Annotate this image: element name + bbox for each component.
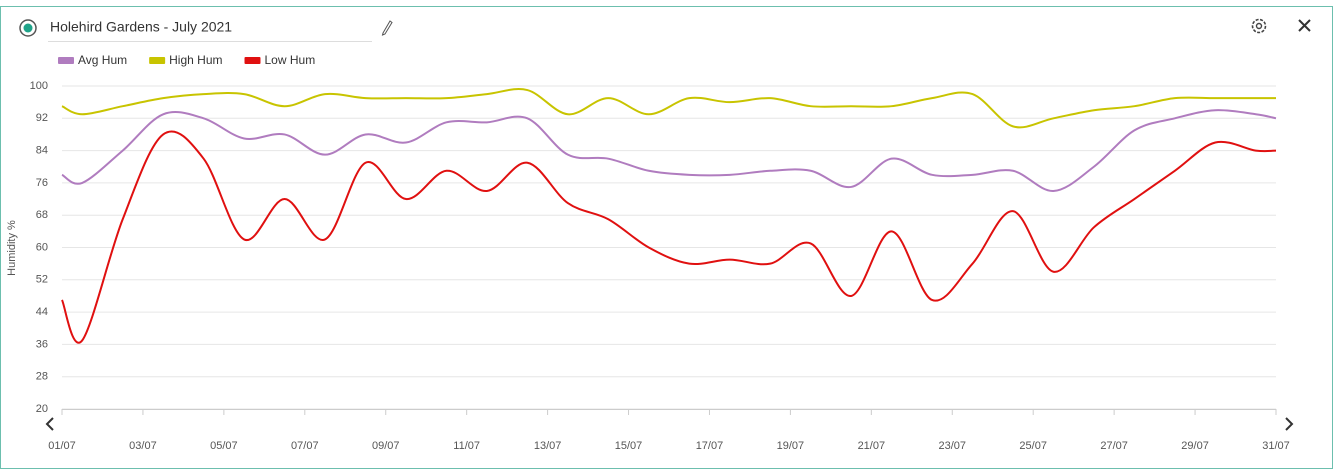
x-tick-label: 17/07: [696, 440, 724, 452]
x-tick-label: 09/07: [372, 440, 400, 452]
legend-label: Low Hum: [265, 53, 316, 67]
series-line: [61, 130, 1277, 344]
next-arrow[interactable]: [1285, 417, 1294, 431]
y-axis-label: Humidity %: [6, 220, 18, 276]
widget-border: [0, 6, 1333, 469]
x-tick-label: 15/07: [615, 440, 643, 452]
x-tick-label: 13/07: [534, 440, 562, 452]
x-tick-label: 05/07: [210, 440, 238, 452]
x-tick-label: 21/07: [858, 440, 886, 452]
series-line: [61, 88, 1276, 129]
y-tick-label: 52: [36, 274, 48, 286]
x-tick-label: 07/07: [291, 440, 319, 452]
y-tick-label: 100: [30, 80, 48, 92]
y-tick-label: 68: [36, 209, 48, 221]
chart-title[interactable]: Holehird Gardens - July 2021: [50, 19, 232, 35]
x-tick-label: 31/07: [1262, 440, 1290, 452]
y-tick-label: 84: [36, 145, 48, 157]
legend-swatch: [58, 57, 74, 64]
series-line: [61, 109, 1277, 192]
legend-label: Avg Hum: [78, 53, 127, 67]
edit-icon[interactable]: [381, 20, 393, 36]
y-tick-label: 76: [36, 177, 48, 189]
y-tick-label: 28: [36, 371, 48, 383]
legend-label: High Hum: [169, 53, 222, 67]
x-tick-label: 25/07: [1019, 440, 1047, 452]
x-tick-label: 19/07: [777, 440, 805, 452]
status-icon[interactable]: [19, 19, 37, 37]
legend-swatch: [149, 57, 166, 64]
y-tick-label: 60: [36, 241, 48, 253]
close-icon[interactable]: [1298, 19, 1311, 32]
x-tick-label: 27/07: [1100, 440, 1128, 452]
x-tick-label: 01/07: [48, 440, 76, 452]
prev-arrow[interactable]: [45, 417, 54, 431]
legend-swatch: [244, 57, 261, 64]
settings-icon[interactable]: [1251, 18, 1267, 34]
y-tick-label: 44: [36, 306, 48, 318]
y-tick-label: 20: [36, 403, 48, 415]
x-tick-label: 03/07: [129, 440, 157, 452]
x-tick-label: 29/07: [1181, 440, 1209, 452]
y-tick-label: 36: [36, 338, 48, 350]
y-tick-label: 92: [36, 112, 48, 124]
x-tick-label: 11/07: [453, 440, 480, 452]
x-tick-label: 23/07: [939, 440, 967, 452]
status-dot: [23, 23, 33, 33]
